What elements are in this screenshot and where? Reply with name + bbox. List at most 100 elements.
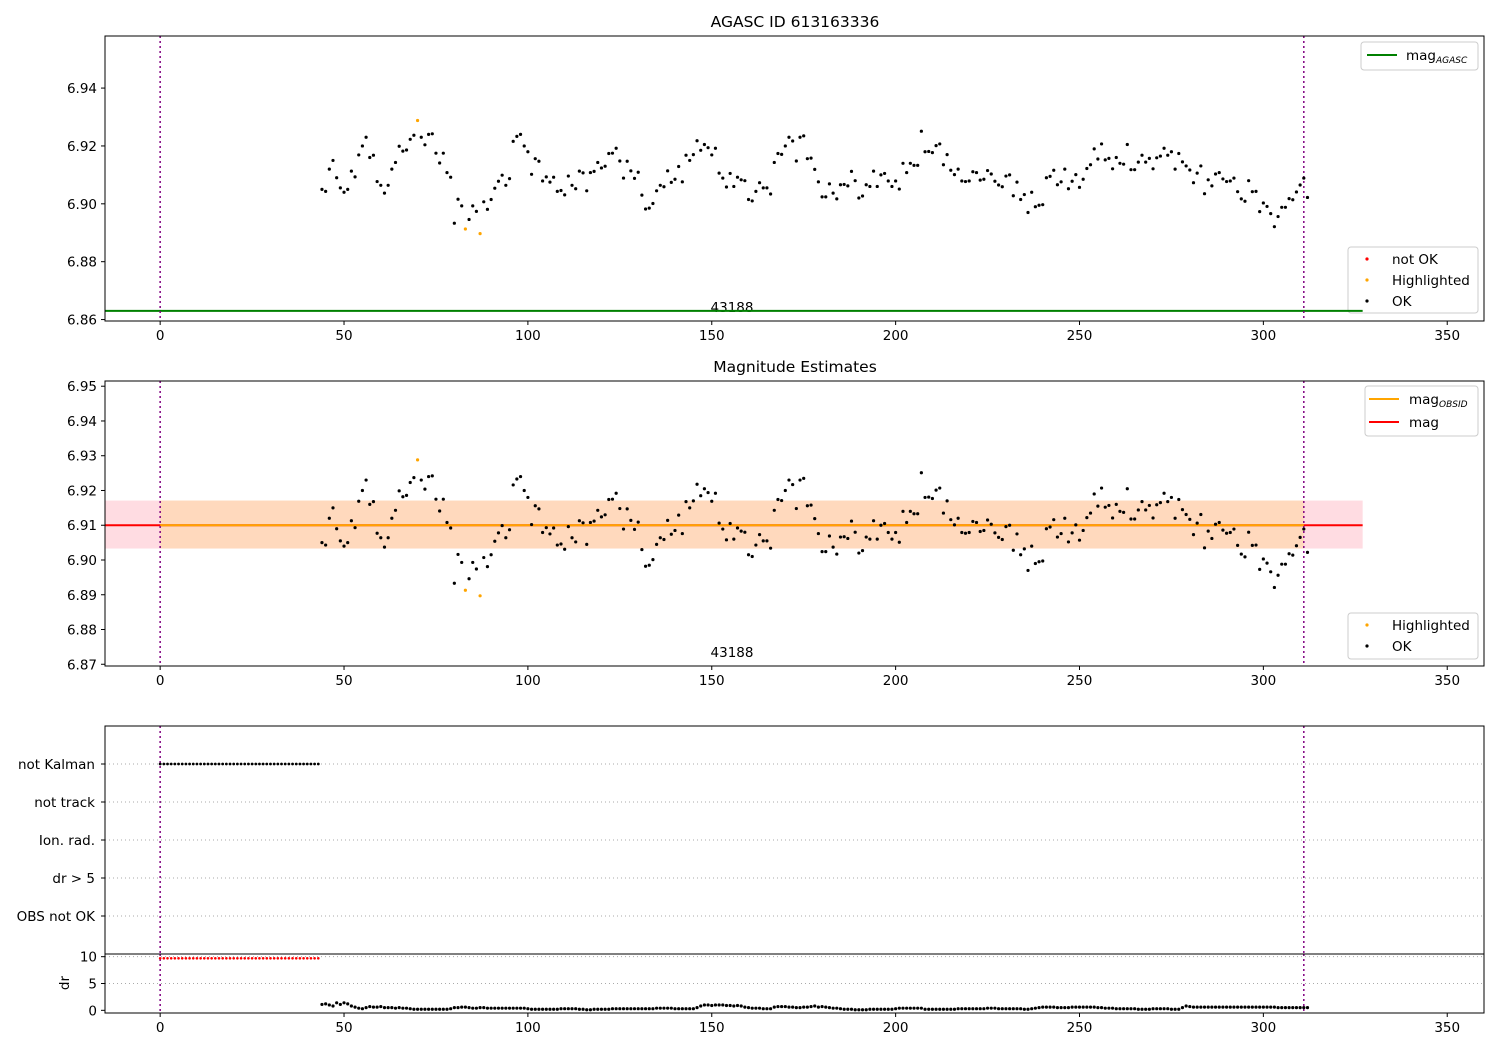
middle-ok-point bbox=[471, 560, 475, 565]
top-ok-point bbox=[1305, 195, 1310, 200]
top-ok-point bbox=[1294, 190, 1299, 194]
not-kalman-flag-point bbox=[272, 762, 276, 766]
dr-ok-point bbox=[632, 1007, 637, 1011]
dr-ok-point bbox=[735, 1003, 740, 1008]
middle-ok-point bbox=[537, 507, 541, 511]
dr-ok-point bbox=[548, 1007, 552, 1011]
middle-ok-point bbox=[765, 539, 769, 543]
not-kalman-flag-point bbox=[269, 762, 272, 766]
middle-ok-point bbox=[761, 539, 765, 543]
middle-ok-point bbox=[1206, 529, 1210, 533]
middle-ok-point bbox=[474, 567, 479, 571]
dr-ok-point bbox=[1125, 1007, 1129, 1011]
dr-ok-point bbox=[765, 1007, 769, 1011]
top-ok-point bbox=[1110, 167, 1115, 171]
flags-panel bbox=[101, 725, 1485, 955]
middle-ok-point bbox=[1107, 503, 1111, 508]
top-ok-point bbox=[427, 132, 431, 136]
dr-ok-point bbox=[625, 1007, 629, 1011]
not-kalman-flag-point bbox=[313, 762, 317, 766]
top-xtick-label: 200 bbox=[883, 328, 909, 344]
middle-ok-point bbox=[783, 488, 787, 493]
dr-ok-point bbox=[952, 1007, 957, 1011]
middle-ok-point bbox=[338, 539, 342, 543]
dr-ok-point bbox=[871, 1007, 876, 1011]
middle-ok-point bbox=[412, 476, 416, 480]
middle-ok-point bbox=[382, 545, 387, 549]
dr-ok-point bbox=[412, 1007, 416, 1011]
top-ok-point bbox=[324, 189, 328, 193]
dr-clipped-point bbox=[287, 956, 291, 960]
dr-ok-point bbox=[379, 1004, 383, 1009]
legend-mag: mag bbox=[1409, 415, 1439, 431]
top-ok-point bbox=[772, 160, 776, 165]
dr-ok-point bbox=[941, 1007, 946, 1011]
top-ok-point bbox=[585, 189, 589, 193]
dr-clipped-point bbox=[313, 956, 316, 960]
middle-ok-point bbox=[1276, 573, 1280, 577]
dr-ok-point bbox=[1052, 1005, 1056, 1009]
dr-ok-point bbox=[441, 1007, 445, 1011]
dr-ok-point bbox=[989, 1006, 993, 1010]
top-ok-point bbox=[721, 176, 725, 180]
dr-clipped-point bbox=[202, 956, 206, 960]
middle-ok-point bbox=[945, 499, 949, 503]
middle-ok-point bbox=[1166, 500, 1170, 504]
dr-ok-point bbox=[1276, 1006, 1280, 1010]
top-ok-point bbox=[563, 193, 567, 197]
dr-ok-point bbox=[669, 1006, 673, 1010]
top-ok-point bbox=[860, 194, 865, 198]
dr-ok-point bbox=[824, 1005, 828, 1009]
middle-ok-point bbox=[379, 536, 383, 540]
top-ok-point bbox=[677, 164, 681, 169]
top-ok-point bbox=[1258, 210, 1262, 214]
top-ok-point bbox=[978, 178, 982, 182]
not-kalman-flag-point bbox=[291, 762, 294, 766]
top-ok-point bbox=[1217, 170, 1221, 175]
legend-not-ok: not OK bbox=[1392, 252, 1439, 268]
dr-ok-point bbox=[993, 1006, 997, 1010]
middle-ok-point bbox=[452, 581, 456, 585]
top-ok-point bbox=[544, 175, 548, 179]
dr-ok-point bbox=[783, 1004, 787, 1009]
middle-ok-point bbox=[897, 540, 901, 544]
top-ok-point bbox=[691, 153, 695, 157]
dr-ok-point bbox=[699, 1004, 703, 1008]
dr-ok-point bbox=[563, 1007, 567, 1011]
top-ok-point bbox=[618, 159, 622, 163]
dr-ok-point bbox=[371, 1005, 376, 1009]
middle-ok-point bbox=[1066, 540, 1071, 544]
dr-ok-point bbox=[721, 1003, 725, 1007]
dr-ylabel: dr bbox=[57, 975, 73, 990]
dr-ok-point bbox=[541, 1007, 545, 1011]
dr-ok-point bbox=[901, 1006, 905, 1010]
top-ok-point bbox=[875, 184, 879, 189]
top-ok-point bbox=[710, 153, 714, 157]
top-ok-point bbox=[647, 206, 651, 210]
middle-ok-point bbox=[621, 527, 626, 531]
middle-ok-point bbox=[1236, 543, 1240, 547]
top-ok-point bbox=[688, 158, 692, 163]
dr-ok-point bbox=[809, 1004, 813, 1009]
middle-ok-point bbox=[353, 526, 357, 530]
dr-ok-point bbox=[515, 1006, 519, 1010]
middle-ok-point bbox=[673, 528, 677, 533]
middle-xtick-label: 0 bbox=[156, 673, 165, 689]
middle-ok-point bbox=[566, 525, 570, 529]
top-ok-point bbox=[699, 148, 703, 152]
top-ok-point bbox=[1107, 156, 1111, 160]
dr-ytick-label: 10 bbox=[80, 950, 97, 966]
dr-clipped-point bbox=[228, 956, 232, 960]
top-ok-point bbox=[824, 195, 828, 199]
middle-ok-point bbox=[842, 535, 846, 539]
top-ok-point bbox=[614, 146, 618, 150]
top-ok-point bbox=[934, 144, 938, 148]
top-ok-point bbox=[1033, 205, 1037, 209]
middle-ok-point bbox=[787, 478, 791, 482]
dr-ok-point bbox=[401, 1006, 405, 1010]
top-ok-point bbox=[971, 170, 975, 174]
middle-ok-point bbox=[467, 577, 471, 581]
top-ok-point bbox=[581, 171, 585, 175]
top-ok-point bbox=[1099, 142, 1104, 146]
not-kalman-flag-point bbox=[283, 762, 287, 766]
